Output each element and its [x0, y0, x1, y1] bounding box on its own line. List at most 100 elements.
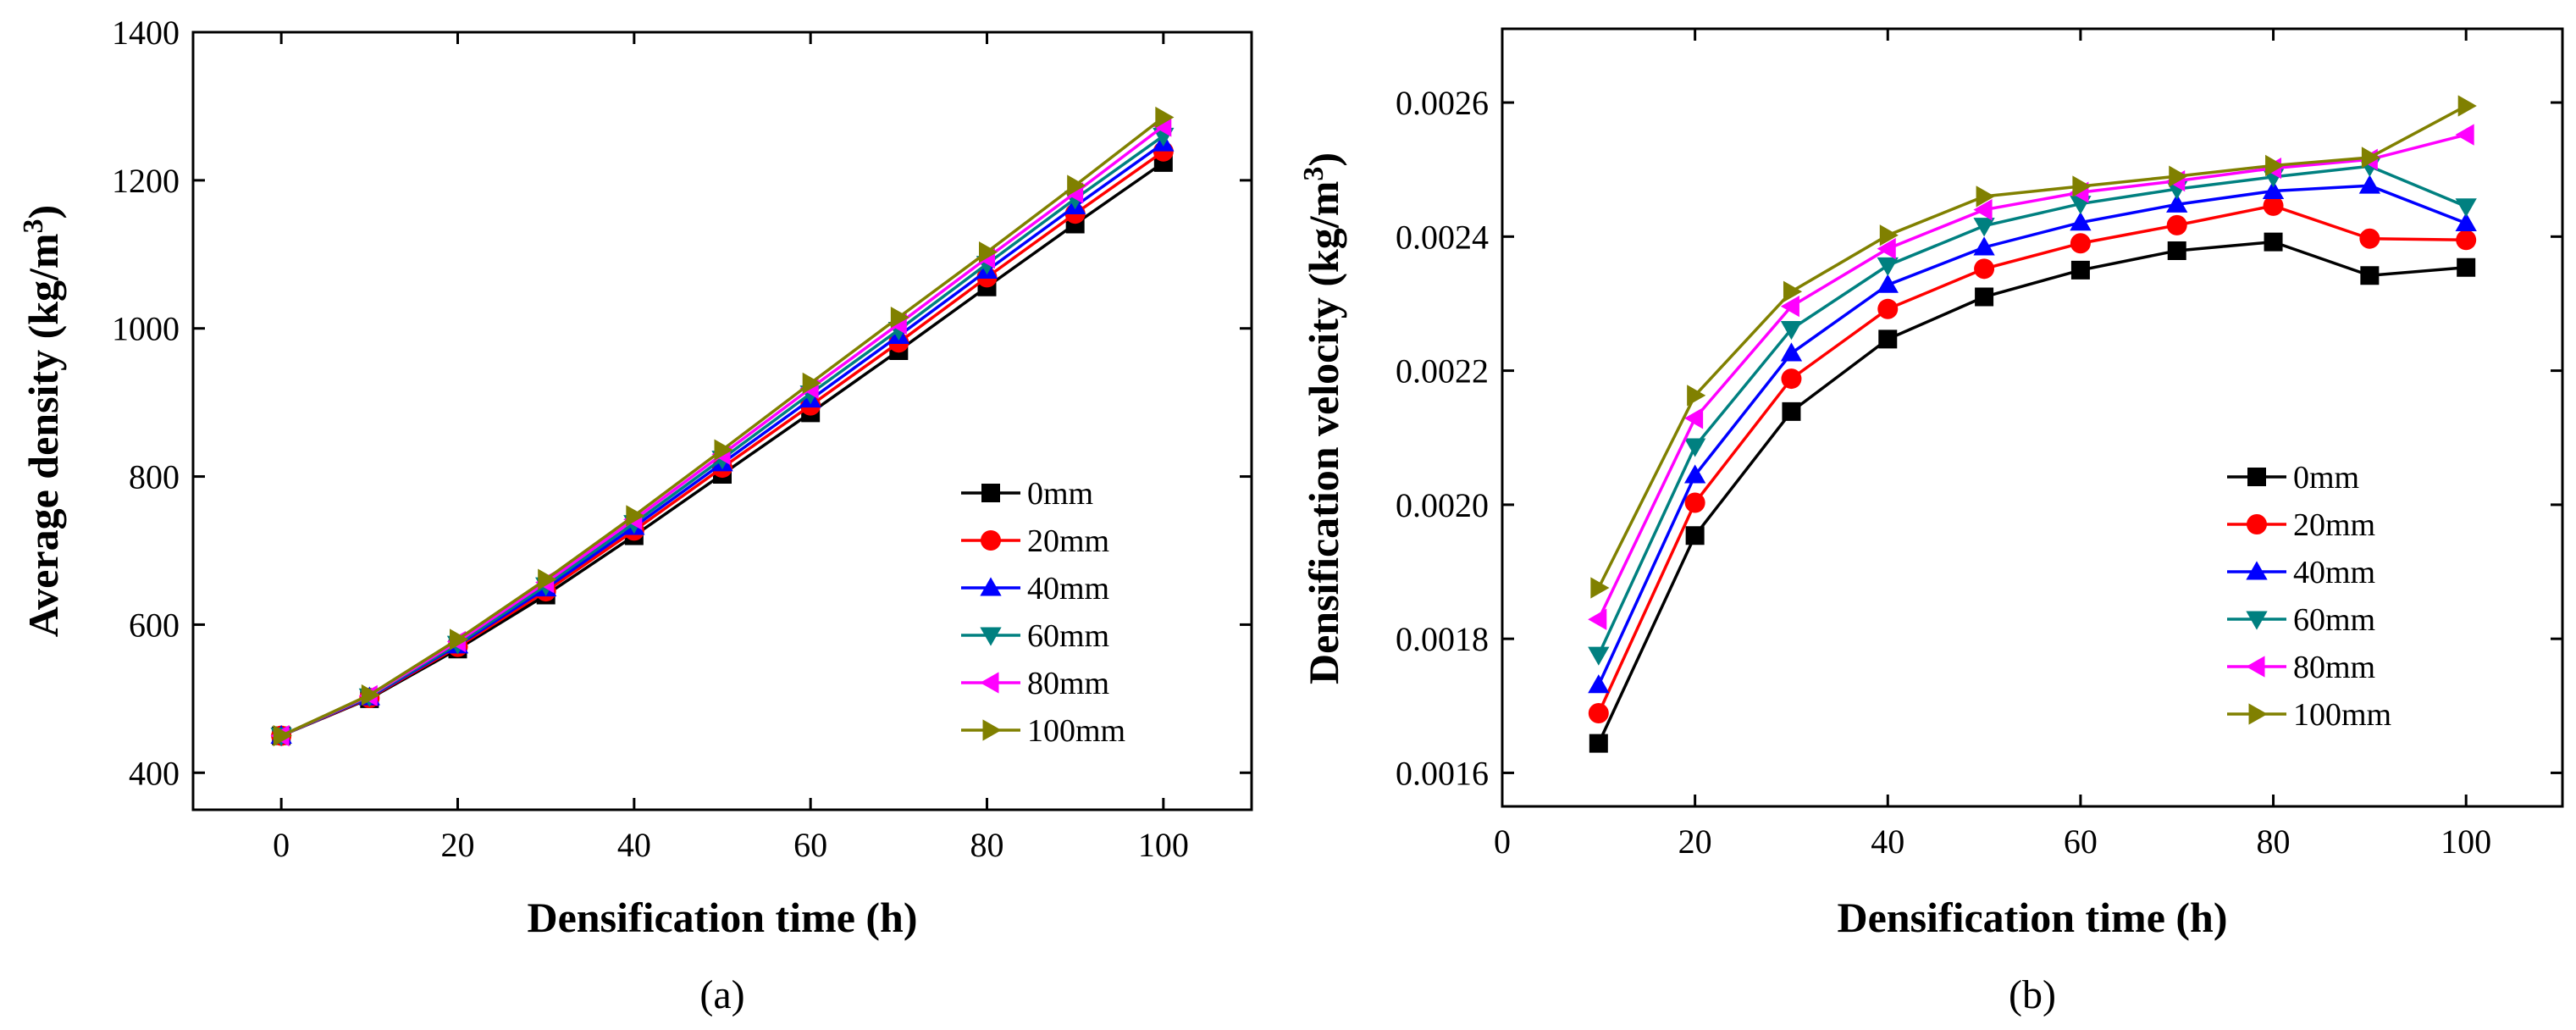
panel-b-data-point-80mm: [1877, 237, 1896, 260]
panel-a-data-point-100mm: [273, 724, 292, 747]
panel-b-legend-item-80mm: 80mm: [2227, 650, 2375, 685]
panel-b-x-tick-label: 60: [2064, 822, 2098, 861]
panel-b-legend-item-60mm: 60mm: [2227, 602, 2375, 638]
panel-b-data-point-100mm: [2169, 165, 2188, 187]
panel-b-data-point-20mm: [1684, 492, 1705, 513]
panel-b-data-point-0mm: [2167, 241, 2186, 260]
panel-b-series-0mm: [1589, 232, 2476, 753]
panel-b-data-point-20mm: [1588, 702, 1609, 723]
panel-b-data-point-40mm: [1877, 274, 1899, 293]
panel-b-legend-marker: [2246, 561, 2268, 580]
panel-b-data-point-80mm: [1683, 407, 1704, 429]
panel-a-y-tick-label: 1400: [112, 14, 180, 52]
panel-a-x-tick-label: 80: [970, 826, 1004, 864]
panel-b-y-tick-label: 0.0016: [1396, 754, 1489, 792]
panel-a-legend-marker: [982, 719, 1002, 741]
panel-b-data-point-100mm: [1976, 186, 1995, 208]
panel-a-legend-label: 100mm: [1027, 713, 1125, 749]
panel-b-legend-label: 100mm: [2293, 697, 2391, 733]
panel-b-legend-label: 80mm: [2293, 650, 2375, 685]
panel-b-data-point-60mm: [2455, 198, 2477, 218]
panel-a-legend-item-100mm: 100mm: [961, 713, 1125, 749]
panel-a-legend-label: 60mm: [1027, 618, 1109, 654]
panel-b-data-point-20mm: [1974, 258, 1995, 280]
panel-a-data-point-100mm: [714, 439, 733, 461]
panel-b-series-60mm: [1588, 158, 2477, 666]
panel-b-data-point-80mm: [1588, 608, 1607, 630]
panel-b-data-point-40mm: [1780, 342, 1803, 362]
panel-b-plot-frame: [1501, 27, 2564, 808]
panel-b-legend-item-100mm: 100mm: [2227, 697, 2391, 733]
panel-b-series-40mm: [1588, 174, 2477, 694]
panel-b-data-point-20mm: [1877, 298, 1899, 319]
panel-b-data-point-100mm: [2361, 147, 2381, 169]
panel-b-data-point-100mm: [2457, 95, 2477, 117]
panel-a-y-axis-title-sup: 3: [18, 219, 49, 233]
panel-b-data-point-0mm: [1685, 526, 1705, 545]
panel-b-data-point-0mm: [2264, 232, 2283, 252]
panel-b-data-point-20mm: [2263, 195, 2284, 216]
panel-b-series-20mm: [1588, 195, 2477, 723]
panel-b-x-tick-label: 40: [1871, 822, 1904, 861]
panel-b-x-tick-label: 100: [2441, 822, 2491, 861]
panel-b-y-tick-label: 0.0018: [1396, 620, 1489, 658]
panel-a-x-tick-label: 0: [273, 826, 290, 864]
panel-a-data-point-100mm: [802, 372, 821, 395]
panel-a-y-tick-label: 600: [129, 606, 180, 644]
panel-b-legend-label: 60mm: [2293, 602, 2375, 638]
panel-b-legend-label: 40mm: [2293, 555, 2375, 590]
panel-b-y-ticks: 0.0016 0.0018 0.0020 0.0022 0.0024 0.0026: [1396, 84, 2562, 792]
panel-a-legend-marker: [980, 627, 1002, 646]
panel-b-legend-item-20mm: 20mm: [2227, 507, 2375, 543]
panel-a-x-tick-label: 60: [793, 826, 827, 864]
panel-b-data-point-60mm: [1973, 218, 1995, 237]
panel-b-data-point-0mm: [2360, 266, 2380, 285]
panel-b-data-point-100mm: [2265, 154, 2285, 177]
panel-b-series-line-40mm: [1597, 184, 2467, 686]
panel-b-legend-marker: [2246, 656, 2265, 678]
panel-b-y-axis-title: Densification velocity (kg/m3): [1298, 152, 1348, 684]
panel-a-chart: 0 20 40 60 80 100 400 600 800 1000 1200 1400 0mm 20…: [18, 14, 1253, 1017]
panel-a-legend-item-80mm: 80mm: [961, 666, 1109, 701]
panel-b-data-point-20mm: [2456, 230, 2477, 251]
panel-b-series-100mm: [1590, 95, 2477, 599]
panel-b-series-line-20mm: [1597, 204, 2467, 714]
panel-a-y-ticks: 400 600 800 1000 1200 1400: [112, 14, 1252, 792]
panel-a-legend-marker: [981, 530, 1001, 551]
panel-a-x-axis-title: Densification time (h): [527, 894, 917, 941]
panel-a-data-point-100mm: [979, 241, 998, 263]
panel-a-legend-marker: [980, 577, 1002, 596]
panel-b-legend-item-40mm: 40mm: [2227, 555, 2375, 590]
panel-a-legend-label: 40mm: [1027, 571, 1109, 606]
panel-b-data-point-40mm: [2262, 180, 2285, 200]
panel-b-data-point-0mm: [1975, 287, 1994, 307]
panel-b-y-tick-label: 0.0026: [1396, 84, 1489, 122]
panel-a-data-point-100mm: [538, 568, 557, 590]
panel-a-legend-label: 80mm: [1027, 666, 1109, 701]
panel-b-data-point-80mm: [1780, 295, 1799, 318]
panel-b-data-point-0mm: [2457, 258, 2476, 277]
panel-b-legend-item-0mm: 0mm: [2227, 460, 2359, 496]
panel-b-y-tick-label: 0.0024: [1396, 218, 1489, 256]
panel-a-y-axis-title-end: ): [19, 205, 67, 219]
panel-b-data-point-0mm: [1878, 329, 1898, 349]
panel-a-y-axis-title-main: Average density (kg/m: [19, 233, 67, 637]
panel-b-data-point-80mm: [1973, 199, 1993, 221]
panel-a-legend-item-0mm: 0mm: [961, 476, 1093, 512]
panel-a-y-tick-label: 1200: [112, 162, 180, 200]
panel-b-data-point-0mm: [2070, 260, 2090, 280]
panel-b-x-tick-label: 0: [1494, 822, 1511, 861]
panel-a-label: (a): [699, 972, 744, 1017]
panel-b-y-tick-label: 0.0022: [1396, 352, 1489, 390]
panel-a-y-tick-label: 800: [129, 458, 180, 496]
panel-b-data-point-40mm: [2455, 212, 2477, 231]
panel-b-data-point-60mm: [1877, 257, 1899, 277]
panel-b-data-point-40mm: [1683, 464, 1706, 484]
panel-b-data-point-20mm: [2166, 214, 2187, 235]
panel-b-data-point-60mm: [1588, 646, 1610, 666]
panel-b-x-tick-label: 20: [1678, 822, 1712, 861]
panel-a-data-point-100mm: [1067, 174, 1086, 197]
panel-b-y-axis-title-end: ): [1300, 152, 1347, 167]
panel-b-chart: 0 20 40 60 80 100 0.00160.00180.00200.00220.0…: [1298, 27, 2564, 1017]
